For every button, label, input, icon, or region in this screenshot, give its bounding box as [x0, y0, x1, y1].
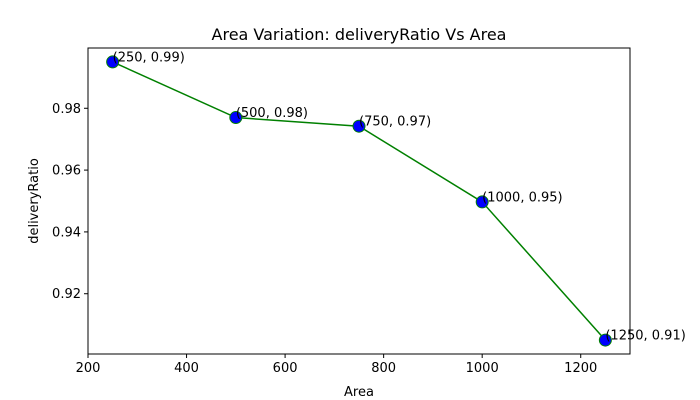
y-tick-label: 0.92 [52, 287, 81, 302]
data-point-label: (750, 0.97) [359, 115, 431, 130]
x-tick-label: 600 [273, 361, 298, 376]
data-point [475, 195, 489, 209]
x-axis: 200 400 600 800 1000 1200 [76, 354, 597, 376]
chart-title: Area Variation: deliveryRatio Vs Area [212, 25, 507, 44]
series [106, 55, 612, 347]
y-axis: 0.92 0.94 0.96 0.98 [52, 102, 88, 302]
data-point-label: (1250, 0.91) [605, 329, 685, 344]
x-tick-label: 1200 [564, 361, 597, 376]
x-tick-label: 1000 [466, 361, 499, 376]
y-tick-label: 0.96 [52, 164, 81, 179]
data-point [229, 111, 243, 125]
y-axis-label: deliveryRatio [27, 158, 42, 244]
data-point-label: (1000, 0.95) [482, 190, 562, 205]
data-point-label: (250, 0.99) [113, 50, 185, 65]
y-tick-label: 0.98 [52, 102, 81, 117]
data-point-label: (500, 0.98) [236, 106, 308, 121]
y-tick-label: 0.94 [52, 225, 81, 240]
x-tick-label: 400 [174, 361, 199, 376]
data-point [598, 333, 612, 347]
x-tick-label: 200 [76, 361, 101, 376]
point-annotations: (250, 0.99) (500, 0.98) (750, 0.97) (1000, … [113, 50, 686, 343]
x-tick-label: 800 [371, 361, 396, 376]
data-point [352, 119, 366, 133]
data-point [106, 55, 120, 69]
plot-frame [87, 47, 631, 355]
x-axis-label: Area [344, 385, 374, 400]
